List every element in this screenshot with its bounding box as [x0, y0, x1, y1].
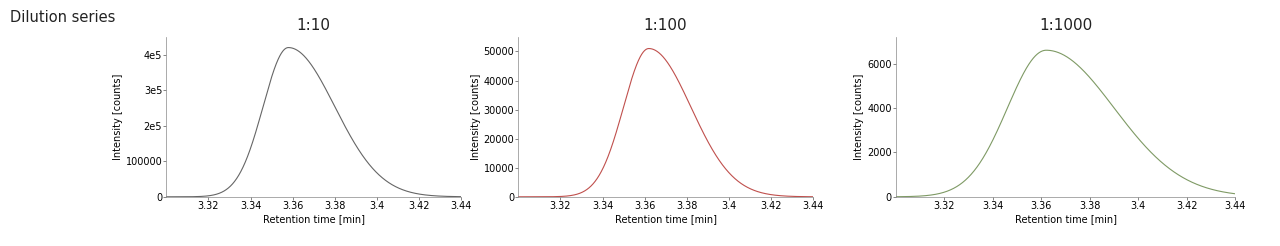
X-axis label: Retention time [min]: Retention time [min]	[262, 214, 365, 224]
Y-axis label: Intensity [counts]: Intensity [counts]	[855, 74, 864, 160]
X-axis label: Retention time [min]: Retention time [min]	[1015, 214, 1116, 224]
X-axis label: Retention time [min]: Retention time [min]	[614, 214, 717, 224]
Y-axis label: Intensity [counts]: Intensity [counts]	[113, 74, 123, 160]
Title: 1:1000: 1:1000	[1039, 18, 1092, 33]
Y-axis label: Intensity [counts]: Intensity [counts]	[471, 74, 481, 160]
Text: Dilution series: Dilution series	[10, 10, 115, 25]
Title: 1:10: 1:10	[297, 18, 330, 33]
Title: 1:100: 1:100	[644, 18, 687, 33]
